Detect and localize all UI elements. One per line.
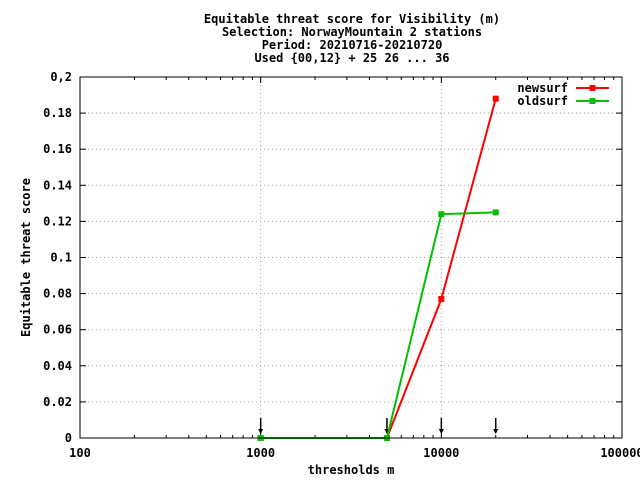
legend-label-newsurf: newsurf	[517, 81, 568, 95]
x-tick-label: 1000	[246, 446, 275, 460]
threshold-arrow-head	[438, 429, 444, 434]
threshold-markers	[258, 418, 499, 434]
y-tick-label: 0.18	[43, 106, 72, 120]
x-tick-label: 10000	[423, 446, 459, 460]
title-line: Selection: NorwayMountain 2 stations	[222, 25, 482, 39]
legend-marker-oldsurf	[589, 98, 596, 104]
y-tick-label: 0.02	[43, 395, 72, 409]
x-tick-label: 100	[69, 446, 91, 460]
y-tick-label: 0.04	[43, 359, 72, 373]
title-line: Used {00,12} + 25 26 ... 36	[254, 51, 449, 65]
legend-marker-newsurf	[589, 85, 596, 91]
y-tick-label: 0.1	[50, 251, 72, 265]
data-point-newsurf	[492, 95, 499, 102]
threshold-arrow-head	[493, 429, 499, 434]
data-point-oldsurf	[438, 211, 445, 218]
grid-lines	[80, 77, 622, 438]
y-tick-label: 0,2	[50, 70, 72, 84]
series-line-oldsurf	[260, 211, 496, 439]
y-tick-label: 0.08	[43, 287, 72, 301]
y-tick-label: 0.06	[43, 323, 72, 337]
threshold-arrow-head	[258, 429, 264, 434]
series-lines	[257, 95, 499, 441]
data-point-oldsurf	[492, 209, 499, 216]
title-line: Equitable threat score for Visibility (m…	[204, 12, 500, 26]
y-tick-label: 0	[65, 431, 72, 445]
x-tick-label: 100000	[600, 446, 640, 460]
chart-title: Equitable threat score for Visibility (m…	[204, 12, 500, 65]
y-axis-label: Equitable threat score	[19, 178, 33, 337]
plot-frame	[79, 76, 623, 439]
y-tick-label: 0.14	[43, 178, 72, 192]
y-tick-label: 0.12	[43, 214, 72, 228]
x-axis-label: thresholds m	[308, 463, 395, 477]
data-point-newsurf	[438, 296, 445, 303]
x-axis-ticks: 100 1000 10000 100000	[69, 77, 640, 460]
y-tick-label: 0.16	[43, 142, 72, 156]
legend-label-oldsurf: oldsurf	[517, 94, 568, 108]
y-axis-ticks: 0 0.02 0.04 0.06 0.08 0.1 0.12 0.14 0.16 0.18 0,2	[43, 70, 622, 445]
title-line: Period: 20210716-20210720	[262, 38, 443, 52]
